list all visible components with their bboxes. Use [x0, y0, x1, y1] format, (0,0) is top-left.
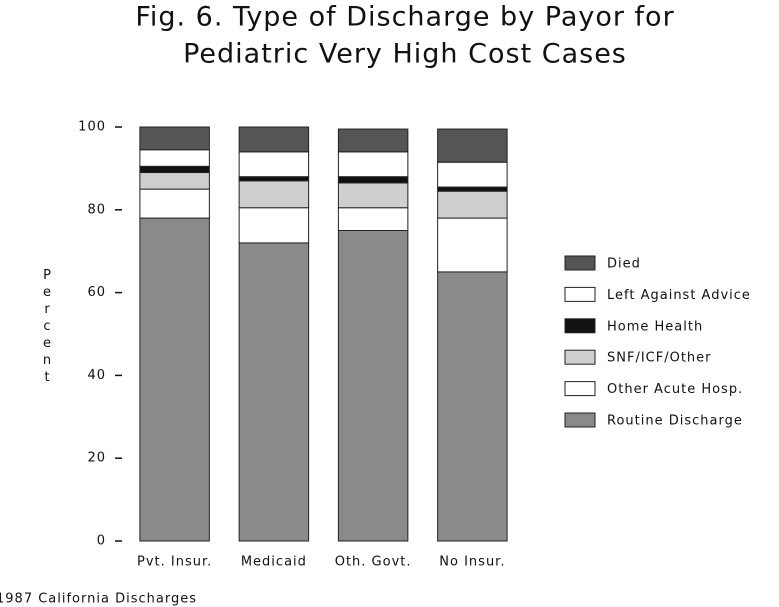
footnote: 1987 California Discharges [0, 592, 197, 607]
y-tick-label: 40 [87, 368, 106, 383]
y-tick-label: 80 [87, 202, 106, 217]
legend-swatch [564, 412, 596, 428]
chart-subtitle: Pediatric Very High Cost Cases [183, 39, 627, 70]
legend-swatch [564, 318, 596, 334]
bar-segment [337, 207, 409, 231]
bar-segment [139, 126, 210, 151]
bar-segment [337, 128, 409, 153]
bar-segment [437, 217, 508, 273]
bar-segment [139, 217, 210, 542]
legend-label: Died [607, 257, 641, 272]
legend-label: Other Acute Hosp. [607, 382, 743, 397]
bar-segment [139, 165, 210, 174]
bar-segment [337, 230, 409, 542]
legend-swatch [564, 255, 596, 271]
bar-segment [437, 128, 508, 163]
bar-segment [337, 182, 409, 209]
bar-segment [139, 149, 210, 167]
bar-segment [437, 271, 508, 542]
y-tick-label: 60 [87, 285, 106, 300]
x-tick-label: Pvt. Insur. [137, 555, 212, 570]
bar-segment [139, 188, 210, 219]
legend-label: Left Against Advice [607, 288, 751, 303]
bar-segment [238, 176, 310, 182]
bar-segment [437, 190, 508, 219]
legend-label: Routine Discharge [607, 414, 743, 429]
legend-label: SNF/ICF/Other [607, 351, 712, 366]
bar-segment [238, 242, 310, 542]
legend-label: Home Health [607, 319, 703, 334]
chart-title: Fig. 6. Type of Discharge by Payor for [135, 2, 674, 33]
x-tick-label: Oth. Govt. [335, 555, 412, 570]
legend-swatch [564, 349, 596, 365]
y-tick-label: 0 [97, 534, 106, 549]
legend-swatch [564, 381, 596, 397]
bar-segment [437, 186, 508, 192]
bar-segment [139, 172, 210, 190]
bar-segment [238, 151, 310, 178]
y-tick-label: 20 [87, 451, 106, 466]
bar-segment [238, 180, 310, 209]
legend-swatch [564, 286, 596, 302]
x-tick-label: No Insur. [439, 555, 505, 570]
y-axis-label: Percent [40, 268, 55, 387]
bar-segment [337, 176, 409, 184]
bar-segment [238, 126, 310, 153]
y-tick-label: 100 [78, 120, 106, 135]
bar-segment [238, 207, 310, 244]
bar-segment [437, 161, 508, 188]
x-tick-label: Medicaid [241, 555, 307, 570]
bar-segment [337, 151, 409, 178]
